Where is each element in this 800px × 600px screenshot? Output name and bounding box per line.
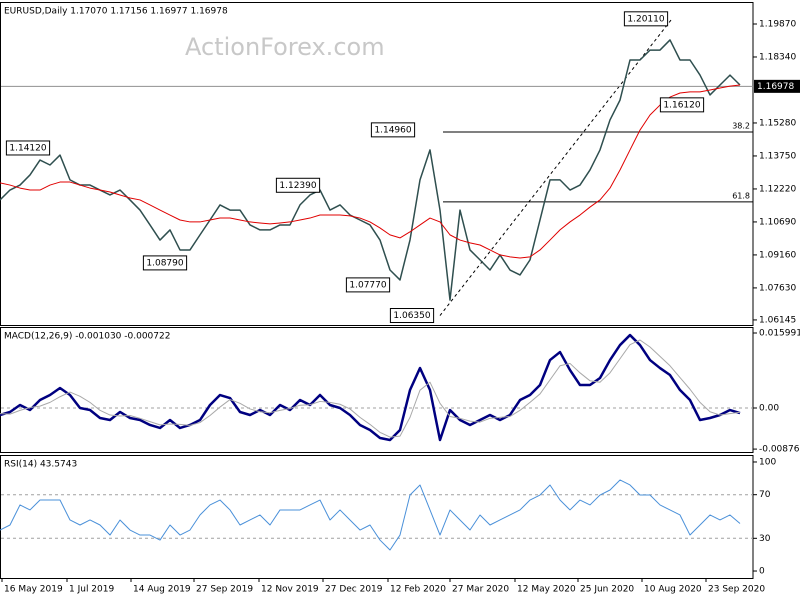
price-annotation: 1.07770 — [345, 277, 391, 293]
panel-title: EURUSD,Daily 1.17070 1.17156 1.16977 1.1… — [4, 7, 228, 17]
annotation-label: 1.20110 — [627, 14, 664, 24]
x-tick-label: 14 Aug 2019 — [133, 585, 191, 595]
y-tick-label: 1.10690 — [759, 217, 796, 227]
x-tick-label: 25 Jun 2020 — [580, 585, 634, 595]
annotation-label: 1.16120 — [663, 100, 700, 110]
annotation-box — [389, 308, 435, 324]
y-tick-label: 0 — [759, 567, 765, 577]
y-tick-label: 1.19870 — [759, 19, 796, 29]
panel-title: MACD(12,26,9) -0.001030 -0.000722 — [4, 332, 170, 342]
annotation-box — [659, 97, 705, 113]
x-tick-label: 27 Sep 2019 — [196, 585, 253, 595]
y-tick-label: -0.00876 — [759, 445, 800, 455]
fib-label: 61.8 — [732, 191, 750, 200]
annotation-box — [345, 277, 391, 293]
annotation-box — [370, 122, 416, 138]
annotation-label: 1.08790 — [146, 258, 183, 268]
panel-frame — [0, 327, 754, 453]
series-line — [0, 339, 741, 438]
annotation-label: 1.14120 — [9, 143, 46, 153]
annotation-box — [142, 255, 188, 271]
panel-frame — [0, 455, 754, 579]
y-tick-label: 1.06145 — [759, 315, 796, 325]
series-line — [0, 479, 741, 551]
price-annotation: 1.16120 — [659, 97, 705, 113]
y-tick-label: 0.015991 — [759, 328, 800, 338]
price-annotation: 1.14960 — [370, 122, 416, 138]
price-annotation: 1.06350 — [389, 308, 435, 324]
series-line — [0, 84, 741, 259]
y-tick-label: 0.00 — [759, 404, 779, 414]
series-line — [0, 333, 741, 442]
x-tick-label: 27 Mar 2020 — [452, 585, 509, 595]
panel-frame — [0, 2, 754, 326]
annotation-label: 1.12390 — [279, 181, 316, 191]
price-annotation: 1.14120 — [5, 140, 51, 156]
watermark: ActionForex.com — [185, 33, 385, 61]
price-annotation: 1.08790 — [142, 255, 188, 271]
y-tick-label: 1.12220 — [759, 184, 796, 194]
y-tick-label: 1.15280 — [759, 118, 796, 128]
fib-label: 38.2 — [732, 122, 750, 131]
series-line — [0, 39, 741, 301]
x-tick-label: 27 Dec 2019 — [325, 585, 383, 595]
last-price-box — [754, 79, 800, 93]
y-tick-label: 1.09160 — [759, 250, 796, 260]
price-annotation: 1.20110 — [623, 11, 669, 27]
y-tick-label: 30 — [759, 534, 771, 544]
x-tick-label: 1 Jul 2019 — [69, 585, 114, 595]
annotation-box — [275, 177, 321, 193]
y-tick-label: 1.13750 — [759, 151, 796, 161]
y-tick-label: 1.07630 — [759, 283, 796, 293]
annotation-box — [623, 11, 669, 27]
x-tick-label: 16 May 2019 — [4, 585, 63, 595]
annotation-label: 1.07770 — [349, 280, 386, 290]
x-tick-label: 12 Feb 2020 — [390, 585, 446, 595]
y-tick-label: 70 — [759, 490, 771, 500]
trendline — [439, 18, 673, 316]
x-tick-label: 12 Nov 2019 — [261, 585, 319, 595]
annotation-box — [5, 140, 51, 156]
last-price-label: 1.16978 — [757, 82, 794, 92]
annotation-label: 1.06350 — [393, 311, 430, 321]
price-annotation: 1.12390 — [275, 177, 321, 193]
x-tick-label: 23 Sep 2020 — [708, 585, 765, 595]
y-tick-label: 1.18340 — [759, 52, 796, 62]
x-tick-label: 10 Aug 2020 — [644, 585, 702, 595]
annotation-label: 1.14960 — [374, 125, 411, 135]
panel-title: RSI(14) 43.5743 — [4, 460, 77, 470]
y-tick-label: 100 — [759, 457, 776, 467]
x-tick-label: 12 May 2020 — [517, 585, 576, 595]
